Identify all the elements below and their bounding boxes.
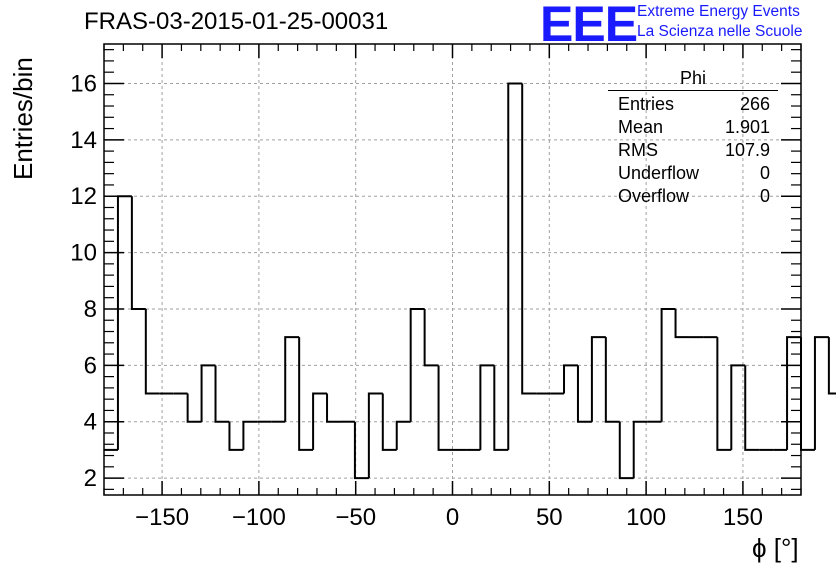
histogram-bin: [827, 337, 836, 395]
x-tick-label: −150: [135, 504, 189, 531]
stats-row-mean: Mean 1.901: [608, 116, 778, 139]
stats-value: 1.901: [724, 117, 770, 137]
stats-row-underflow: Underflow 0: [608, 162, 778, 185]
x-tick-label: 50: [536, 504, 563, 531]
histogram-bin: [214, 365, 230, 423]
histogram-bin: [493, 365, 509, 451]
x-tick-label: 150: [723, 504, 763, 531]
histogram-bin: [409, 307, 425, 422]
histogram-bin: [298, 337, 314, 451]
histogram-bin: [228, 421, 244, 451]
histogram-bin: [744, 365, 760, 451]
histogram-bin: [312, 392, 328, 450]
stats-label: Underflow: [618, 163, 700, 183]
histogram-bin: [326, 393, 341, 423]
plot-frame: [103, 43, 802, 496]
histogram-bin: [423, 308, 439, 367]
x-tick-label: 100: [626, 504, 666, 531]
stats-row-entries: Entries 266: [608, 93, 778, 116]
stats-box: Phi Entries 266 Mean 1.901 RMS 107.9 Und…: [608, 68, 778, 208]
histogram-bin: [632, 420, 648, 479]
x-axis-label: ϕ [°]: [752, 533, 799, 563]
stats-label: RMS: [618, 140, 658, 160]
chart-title: FRAS-03-2015-01-25-00031: [84, 8, 389, 35]
histogram-bin: [590, 336, 606, 422]
histogram-bin: [130, 196, 146, 310]
y-tick-label: 8: [84, 296, 97, 323]
histogram-bin: [381, 393, 397, 451]
histogram-bin: [144, 308, 160, 395]
histogram-bin: [395, 420, 411, 450]
histogram-bin: [786, 336, 801, 450]
histogram-bin: [716, 337, 732, 451]
histogram-bin: [618, 421, 634, 480]
eee-logo: EEE: [540, 0, 638, 52]
histogram-bin: [563, 364, 578, 394]
stats-value: 266: [739, 94, 770, 114]
y-tick-label: 14: [70, 127, 97, 154]
y-tick-label: 10: [70, 240, 97, 267]
histogram-bin: [186, 393, 202, 423]
histogram-bin: [604, 337, 620, 423]
histogram-bin: [479, 364, 495, 450]
y-tick-label: 6: [84, 352, 97, 379]
stats-value: 0: [759, 163, 770, 183]
stats-value: 107.9: [724, 140, 770, 160]
y-tick-label: 16: [70, 70, 97, 97]
histogram-bin: [576, 365, 592, 423]
x-tick-label: −50: [335, 504, 376, 531]
histogram-bin: [353, 421, 369, 480]
histogram-bin: [800, 337, 815, 451]
stats-value: 0: [759, 186, 770, 206]
histogram-bin: [284, 336, 300, 422]
histogram-bin: [437, 365, 453, 451]
histogram-bin: [242, 420, 258, 450]
y-tick-label: 12: [70, 183, 97, 210]
x-tick-label: 0: [446, 504, 459, 531]
histogram-bin: [660, 307, 676, 422]
stats-label: Overflow: [618, 186, 690, 206]
histogram-bin: [521, 83, 537, 395]
tick-labels: −150 −100 −50 0 50 100 150 2 4 6 8 10 12 14 16: [70, 70, 763, 531]
histogram-bin: [674, 308, 690, 339]
y-tick-label: 4: [84, 409, 97, 436]
histogram-bin: [813, 336, 829, 450]
x-tick-label: −100: [232, 504, 286, 531]
axis-ticks: [103, 44, 802, 495]
histogram-bin: [367, 392, 383, 479]
logo-tagline-1: Extreme Energy Events: [637, 3, 800, 20]
stats-title: Phi: [608, 68, 778, 91]
histogram-bin: [200, 364, 216, 422]
y-tick-label: 2: [84, 465, 97, 492]
histogram-bin: [507, 82, 523, 450]
stats-row-overflow: Overflow 0: [608, 185, 778, 208]
stats-label: Mean: [618, 117, 664, 137]
histogram-bin: [730, 364, 746, 450]
logo-tagline-2: La Scienza nelle Scuole: [637, 23, 803, 40]
histogram-bin: [116, 195, 132, 450]
stats-label: Entries: [618, 94, 675, 114]
y-axis-label: Entries/bin: [8, 57, 38, 180]
stats-row-rms: RMS 107.9: [608, 139, 778, 162]
